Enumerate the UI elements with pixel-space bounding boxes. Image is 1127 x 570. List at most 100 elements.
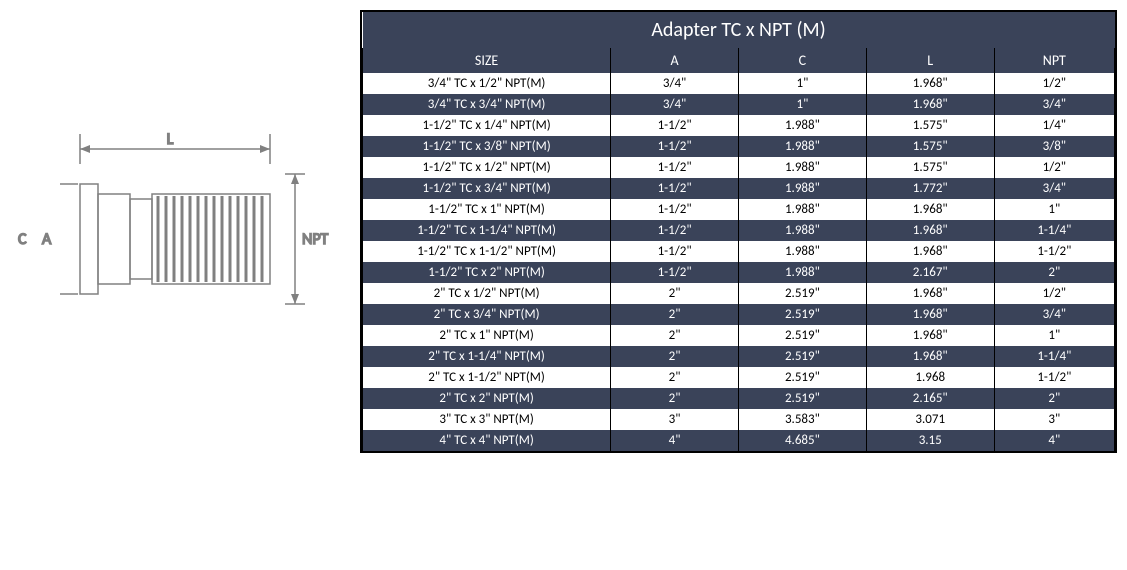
table-cell: 1-1/2" [994,367,1114,388]
table-cell: 2" [611,304,739,325]
table-row: 1-1/2" TC x 1/2" NPT(M)1-1/2"1.988"1.575… [363,157,1115,178]
table-row: 3" TC x 3" NPT(M)3"3.583"3.0713" [363,409,1115,430]
table-row: 2" TC x 2" NPT(M)2"2.519"2.165"2" [363,388,1115,409]
col-header-l: L [866,48,994,73]
table-cell: 1-1/2" [611,178,739,199]
table-cell: 1-1/2" [611,220,739,241]
table-row: 2" TC x 1" NPT(M)2"2.519"1.968"1" [363,325,1115,346]
table-row: 3/4" TC x 1/2" NPT(M)3/4"1"1.968"1/2" [363,73,1115,94]
table-cell: 1-1/2" TC x 1-1/4" NPT(M) [363,220,611,241]
dim-a-label: A [42,230,52,249]
table-cell: 4" [994,430,1114,451]
table-cell: 3" TC x 3" NPT(M) [363,409,611,430]
table-cell: 3" [611,409,739,430]
table-cell: 2.519" [738,367,866,388]
table-cell: 1.968" [866,325,994,346]
table-cell: 2" TC x 1/2" NPT(M) [363,283,611,304]
table-cell: 4" [611,430,739,451]
table-cell: 1-1/2" TC x 3/4" NPT(M) [363,178,611,199]
table-cell: 2" [611,325,739,346]
col-header-size: SIZE [363,48,611,73]
adapter-diagram: L [10,114,340,349]
table-row: 1-1/2" TC x 1" NPT(M)1-1/2"1.988"1.968"1… [363,199,1115,220]
table-cell: 1.575" [866,157,994,178]
table-cell: 2.519" [738,388,866,409]
table-cell: 1-1/4" [994,220,1114,241]
table-cell: 1-1/2" [611,115,739,136]
table-cell: 2.519" [738,283,866,304]
table-cell: 2" TC x 3/4" NPT(M) [363,304,611,325]
table-cell: 1-1/2" [611,157,739,178]
table-cell: 1.575" [866,115,994,136]
table-title: Adapter TC x NPT (M) [363,12,1115,48]
table-cell: 2" [611,367,739,388]
table-cell: 1-1/2" [994,241,1114,262]
table-cell: 1.968" [866,241,994,262]
table-cell: 2" [994,388,1114,409]
table-cell: 3.583" [738,409,866,430]
table-cell: 1.968" [866,283,994,304]
table-cell: 4" TC x 4" NPT(M) [363,430,611,451]
col-header-a: A [611,48,739,73]
table-cell: 2" [611,283,739,304]
table-cell: 1/4" [994,115,1114,136]
table-cell: 3/4" [994,178,1114,199]
table-cell: 1.988" [738,262,866,283]
col-header-c: C [738,48,866,73]
table-cell: 2" [611,346,739,367]
table-cell: 1-1/2" TC x 1-1/2" NPT(M) [363,241,611,262]
table-row: 2" TC x 1-1/2" NPT(M)2"2.519"1.9681-1/2" [363,367,1115,388]
table-cell: 3.15 [866,430,994,451]
table-cell: 1.988" [738,220,866,241]
table-cell: 1-1/2" [611,199,739,220]
table-title-row: Adapter TC x NPT (M) [363,12,1115,48]
spec-table-container: Adapter TC x NPT (M) SIZE A C L NPT 3/4"… [360,10,1117,453]
table-row: 1-1/2" TC x 3/8" NPT(M)1-1/2"1.988"1.575… [363,136,1115,157]
table-cell: 3/4" [611,94,739,115]
table-cell: 1-1/2" TC x 3/8" NPT(M) [363,136,611,157]
table-cell: 1.968" [866,346,994,367]
table-cell: 1-1/2" [611,136,739,157]
table-cell: 1.968" [866,199,994,220]
table-cell: 1" [994,199,1114,220]
table-cell: 1.988" [738,241,866,262]
table-cell: 1.968" [866,220,994,241]
table-cell: 1-1/4" [994,346,1114,367]
table-row: 1-1/2" TC x 2" NPT(M)1-1/2"1.988"2.167"2… [363,262,1115,283]
table-row: 1-1/2" TC x 3/4" NPT(M)1-1/2"1.988"1.772… [363,178,1115,199]
table-row: 1-1/2" TC x 1-1/4" NPT(M)1-1/2"1.988"1.9… [363,220,1115,241]
table-cell: 2" TC x 1-1/4" NPT(M) [363,346,611,367]
table-cell: 2.519" [738,346,866,367]
table-cell: 3/4" [994,94,1114,115]
dim-c-label: C [18,230,27,249]
table-cell: 1-1/2" TC x 1" NPT(M) [363,199,611,220]
table-cell: 2" TC x 1" NPT(M) [363,325,611,346]
col-header-npt: NPT [994,48,1114,73]
table-cell: 3" [994,409,1114,430]
table-row: 1-1/2" TC x 1/4" NPT(M)1-1/2"1.988"1.575… [363,115,1115,136]
table-cell: 2.519" [738,304,866,325]
table-cell: 1.988" [738,136,866,157]
table-cell: 2" TC x 1-1/2" NPT(M) [363,367,611,388]
table-cell: 1-1/2" [611,241,739,262]
table-cell: 1.968" [866,73,994,94]
table-cell: 2" [611,388,739,409]
table-row: 2" TC x 1/2" NPT(M)2"2.519"1.968"1/2" [363,283,1115,304]
table-row: 3/4" TC x 3/4" NPT(M)3/4"1"1.968"3/4" [363,94,1115,115]
table-cell: 1-1/2" TC x 1/4" NPT(M) [363,115,611,136]
table-cell: 1-1/2" [611,262,739,283]
table-header-row: SIZE A C L NPT [363,48,1115,73]
dim-npt-label: NPT [302,230,329,249]
table-row: 2" TC x 1-1/4" NPT(M)2"2.519"1.968"1-1/4… [363,346,1115,367]
table-cell: 1.968 [866,367,994,388]
table-cell: 1" [738,73,866,94]
table-cell: 1.575" [866,136,994,157]
table-cell: 2.519" [738,325,866,346]
table-cell: 2.165" [866,388,994,409]
table-cell: 1-1/2" TC x 1/2" NPT(M) [363,157,611,178]
table-cell: 1-1/2" TC x 2" NPT(M) [363,262,611,283]
table-cell: 1.988" [738,115,866,136]
table-cell: 1.968" [866,94,994,115]
table-cell: 2" [994,262,1114,283]
table-cell: 1/2" [994,283,1114,304]
